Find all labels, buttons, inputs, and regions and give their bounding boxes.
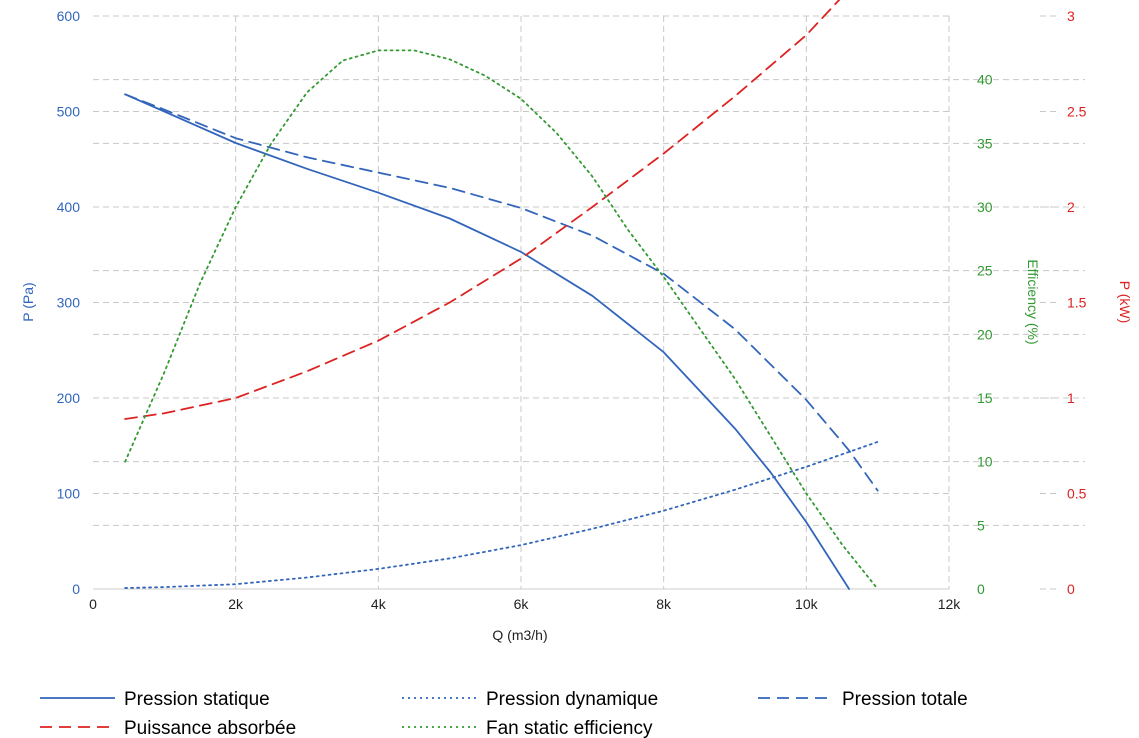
efficiency-tick-label: 25 xyxy=(977,263,993,279)
efficiency-tick-label: 5 xyxy=(977,517,985,533)
x-tick-label: 12k xyxy=(938,596,962,612)
pressure-tick-label: 400 xyxy=(57,199,81,215)
pressure-tick-label: 500 xyxy=(57,104,81,120)
legend-label: Fan static efficiency xyxy=(486,718,653,738)
pressure-tick-label: 0 xyxy=(72,581,80,597)
pressure-tick-label: 100 xyxy=(57,486,81,502)
power-tick-label: 3 xyxy=(1067,8,1075,24)
pressure-tick-label: 600 xyxy=(57,8,81,24)
legend-group: Pression statique Pression dynamique Press… xyxy=(40,689,968,738)
pressure-tick-label: 200 xyxy=(57,390,81,406)
power-tick-label: 2 xyxy=(1067,199,1075,215)
efficiency-tick-label: 40 xyxy=(977,72,993,88)
efficiency-tick-label: 30 xyxy=(977,199,993,215)
series-line-pression-statique xyxy=(124,93,850,590)
power-tick-label: 0 xyxy=(1067,581,1075,597)
power-tick-label: 2.5 xyxy=(1067,104,1087,120)
power-tick-label: 1.5 xyxy=(1067,295,1087,311)
efficiency-axis-label: Efficiency (%) xyxy=(1025,259,1041,344)
power-axis-label: P (kW) xyxy=(1117,281,1133,324)
pressure-axis-label: P (Pa) xyxy=(20,282,36,321)
efficiency-tick-label: 10 xyxy=(977,454,993,470)
grid-group xyxy=(93,15,1085,590)
pressure-tick-label: 300 xyxy=(57,295,81,311)
power-tick-label: 1 xyxy=(1067,390,1075,406)
efficiency-tick-label: 20 xyxy=(977,326,993,342)
efficiency-tick-label: 35 xyxy=(977,135,993,151)
series-group xyxy=(124,0,879,590)
x-axis-label: Q (m3/h) xyxy=(492,627,547,643)
series-line-pression-dynamique xyxy=(124,441,879,589)
legend-label: Pression statique xyxy=(124,689,270,710)
x-tick-label: 6k xyxy=(514,596,530,612)
series-line-fan-static-efficiency xyxy=(124,49,879,590)
x-tick-label: 0 xyxy=(89,596,97,612)
x-tick-label: 10k xyxy=(795,596,819,612)
power-tick-label: 0.5 xyxy=(1067,486,1087,502)
series-line-pression-totale xyxy=(124,93,879,492)
x-tick-label: 2k xyxy=(228,596,244,612)
legend-label: Pression dynamique xyxy=(486,689,658,710)
efficiency-tick-label: 15 xyxy=(977,390,993,406)
x-tick-label: 4k xyxy=(371,596,387,612)
legend-label: Puissance absorbée xyxy=(124,718,296,738)
legend-label: Pression totale xyxy=(842,689,968,710)
efficiency-tick-label: 0 xyxy=(977,581,985,597)
series-line-puissance-absorbee xyxy=(124,0,841,420)
x-tick-label: 8k xyxy=(656,596,672,612)
